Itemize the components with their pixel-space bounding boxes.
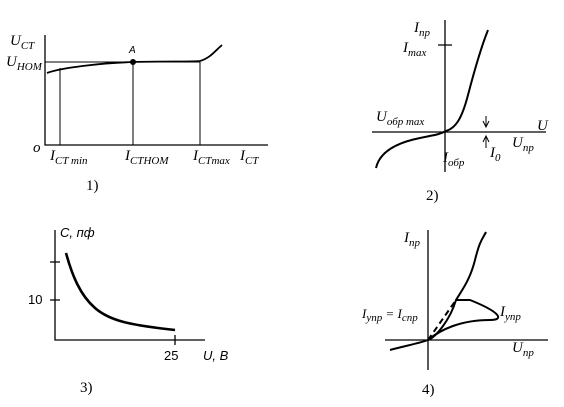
caption: 4) [422, 382, 435, 398]
text-part: CT [245, 155, 259, 167]
text-part: U [376, 109, 388, 125]
shape [130, 59, 136, 65]
text-part: спр [402, 312, 418, 324]
text-part: пр [409, 237, 421, 249]
shape [45, 61, 201, 145]
text-part: I [49, 148, 56, 164]
text-part: НОМ [16, 61, 43, 73]
text-part: обр [448, 157, 465, 169]
shape [427, 299, 457, 341]
caption: 2) [426, 188, 439, 204]
text-part: пр [419, 27, 431, 39]
text-part: max [408, 47, 426, 59]
text-part: CTmax [198, 155, 230, 167]
text-part: CTНОМ [130, 155, 169, 167]
label: Iупр [499, 304, 521, 323]
text-part: I [413, 20, 420, 36]
shape [427, 299, 500, 341]
label: Iобр [442, 150, 465, 169]
text-part: 0 [495, 152, 501, 164]
label: I0 [489, 145, 501, 164]
diagram-shapes [44, 20, 548, 370]
label: Uпр [512, 340, 534, 359]
label: ICT [239, 148, 259, 167]
label: UCT [10, 33, 35, 52]
text-part: U [512, 340, 524, 356]
text-part: упр [365, 312, 382, 324]
text-part: CT [21, 40, 35, 52]
label: 10 [28, 292, 42, 307]
text-part: I [489, 145, 496, 161]
label: U, В [203, 348, 229, 363]
text-part: I [361, 306, 367, 321]
text-part: I [192, 148, 199, 164]
text-part: I [239, 148, 246, 164]
shape [46, 44, 223, 74]
text-part: U [10, 33, 22, 49]
panel-4: Iпр Uпр Iупр = Iспр Iупр 4) [361, 230, 534, 398]
shape [50, 230, 205, 345]
text-part: = I [382, 306, 402, 321]
text-part: упр [504, 311, 521, 323]
text-part: CT min [55, 155, 88, 167]
label: U [537, 118, 549, 134]
text-part: I [402, 40, 409, 56]
label: ICTmax [192, 148, 230, 167]
shape [372, 20, 546, 172]
text-part: пр [523, 347, 535, 359]
text-part: обр max [387, 116, 425, 128]
text-part: I [124, 148, 131, 164]
label: UНОМ [6, 54, 43, 73]
caption: 1) [86, 178, 99, 194]
text-part: I [403, 230, 410, 246]
shape [482, 116, 490, 148]
panel-3: C, пф 10 25 U, В 3) [28, 225, 229, 396]
label: Uпр [512, 135, 534, 154]
shape [375, 29, 489, 169]
text-part: U [6, 54, 18, 70]
label: Iупр = Iспр [361, 306, 418, 324]
text-part: пр [523, 142, 535, 154]
label: Uобр max [376, 109, 424, 128]
shape [385, 230, 548, 370]
text-part: I [499, 304, 506, 320]
panel-2: Iпр Imax U Uпр Uобр max Iобр I0 2) [376, 20, 549, 204]
shape [64, 252, 176, 332]
label: C, пф [60, 225, 95, 240]
label: o [33, 140, 41, 156]
shape [44, 35, 268, 146]
label: 25 [164, 348, 178, 363]
label: Imax [402, 40, 426, 59]
label: ICT min [49, 148, 88, 167]
text-part: I [442, 150, 449, 166]
text-part: U [512, 135, 524, 151]
caption: 3) [80, 380, 93, 396]
label: Iпр [413, 20, 431, 39]
label: ICTНОМ [124, 148, 169, 167]
label: A [128, 45, 136, 56]
label: Iпр [403, 230, 421, 249]
panel-1: UCT UНОМ o A ICT min ICTНОМ ICTmax ICT 1… [6, 33, 259, 194]
